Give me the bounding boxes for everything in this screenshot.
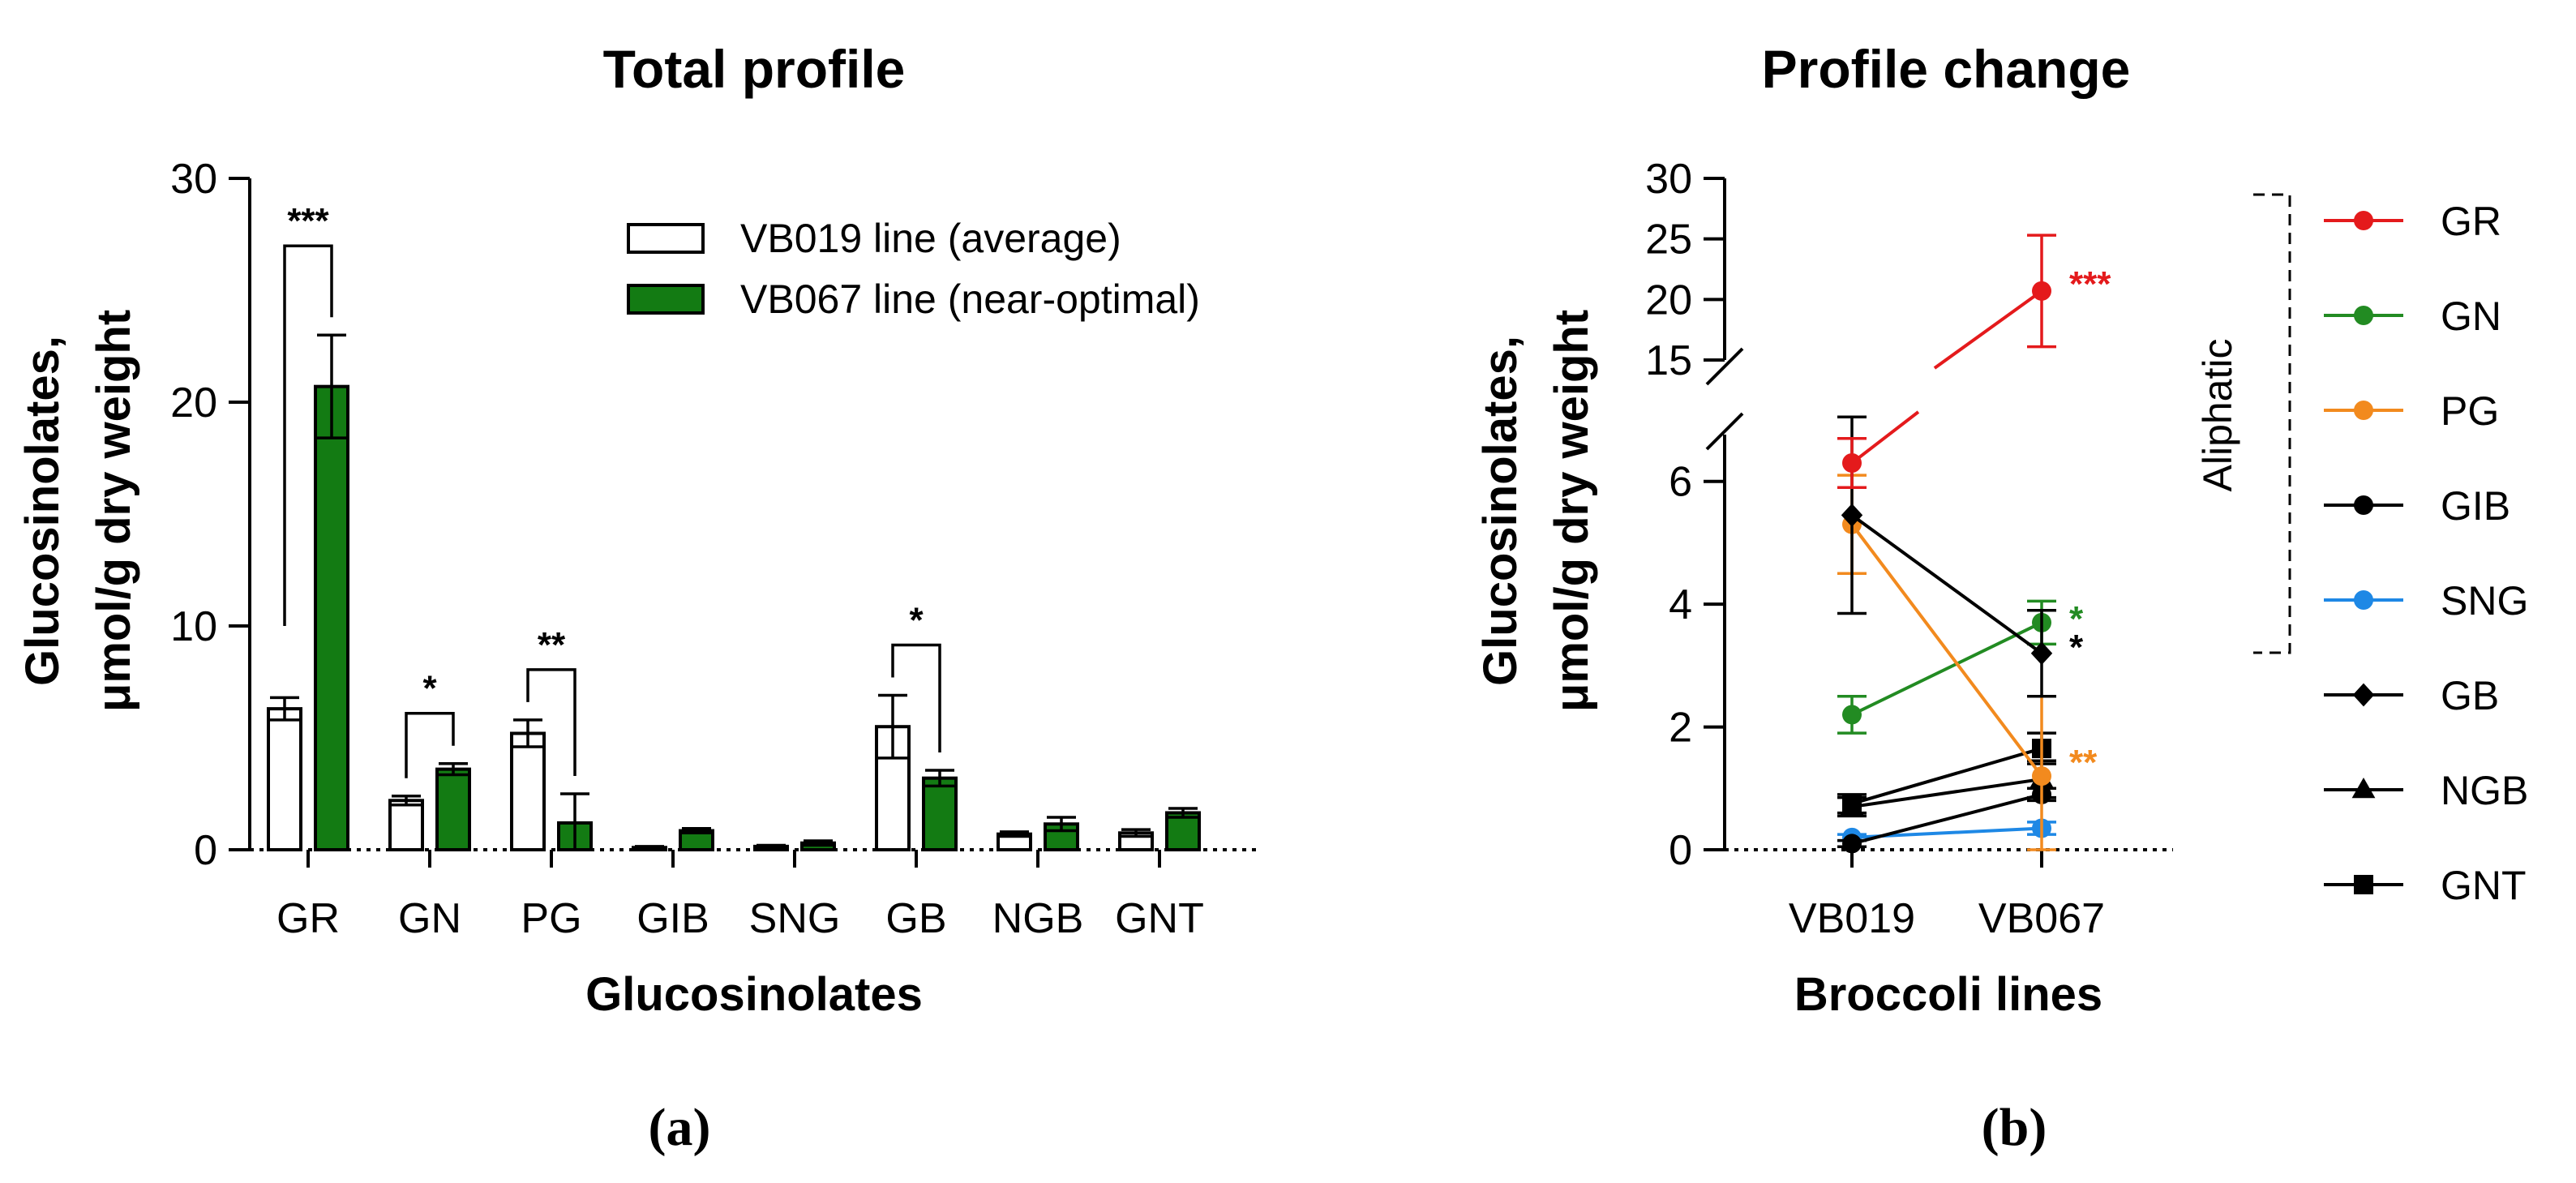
legend-label-gib: GIB	[2441, 483, 2510, 529]
point-gr-vb067	[2032, 281, 2051, 301]
significance-label-gr: ***	[2069, 264, 2111, 304]
legend-label-gn: GN	[2441, 294, 2501, 339]
line-gr-lower	[1850, 410, 1920, 465]
panel-b-ytick-label: 15	[1645, 337, 1692, 384]
significance-label-gr: ***	[287, 201, 329, 241]
panel-a-ytick-label: 0	[194, 827, 217, 874]
panel-a-ylabel-line1: Glucosinolates,	[16, 336, 69, 686]
legend-label-gnt: GNT	[2441, 863, 2527, 908]
significance-label-gn: *	[422, 669, 437, 709]
significance-label-pg: **	[538, 625, 566, 665]
significance-bracket-gb	[891, 643, 941, 753]
line-gib	[1851, 792, 2042, 846]
legend-label-vb067: VB067 line (near-optimal)	[740, 276, 1200, 322]
panel-a-xtick-label-gb: GB	[885, 895, 946, 942]
bar-vb067-gb	[922, 776, 958, 851]
point-gib-vb019	[1842, 834, 1862, 854]
panel-b-legend: GR GN PG GIB SNG GB NGB GNT	[2324, 199, 2528, 908]
point-gr-vb019	[1842, 453, 1862, 473]
line-gr-upper	[1933, 289, 2043, 370]
line-gnt	[1851, 747, 2042, 806]
point-gnt-vb019	[1842, 794, 1862, 814]
panel-a-label: (a)	[649, 1098, 711, 1157]
panel-b-ylabel-line2: μmol/g dry weight	[1545, 310, 1598, 712]
legend-label-gr: GR	[2441, 199, 2501, 244]
panel-b-ytick-label: 6	[1669, 459, 1692, 506]
panel-b-ytick-label: 0	[1669, 827, 1692, 874]
panel-b-ytick-label: 20	[1645, 276, 1692, 324]
aliphatic-label: Aliphatic	[2195, 339, 2240, 492]
panel-b-ytick-label: 30	[1645, 156, 1692, 203]
legend-marker-gnt	[2354, 875, 2373, 894]
line-pg	[1850, 523, 2043, 778]
panel-a-ytick-label: 30	[170, 156, 217, 203]
panel-a-ytick-label: 10	[170, 603, 217, 650]
point-gn-vb019	[1842, 705, 1862, 725]
legend-marker-sng	[2354, 590, 2373, 610]
bar-vb019-pg	[510, 731, 546, 851]
legend-marker-gb	[2352, 683, 2375, 707]
bar-vb019-gn	[388, 799, 424, 852]
panel-a-title: Total profile	[603, 39, 906, 99]
bar-vb019-gr	[267, 707, 302, 851]
panel-b-ytick-label: 25	[1645, 216, 1692, 264]
bar-vb067-gn	[435, 767, 471, 852]
bar-vb067-gr	[314, 384, 349, 851]
panel-a-xtick-label-sng: SNG	[749, 895, 841, 942]
point-gb-vb067	[2030, 641, 2053, 666]
panel-b-axis-break-upper	[1705, 347, 1744, 386]
legend-swatch-vb019	[627, 223, 705, 254]
legend-label-pg: PG	[2441, 388, 2499, 434]
line-ngb	[1851, 777, 2042, 808]
legend-label-gb: GB	[2441, 673, 2499, 718]
legend-label-sng: SNG	[2441, 578, 2528, 624]
panel-b-xtick-label-vb019: VB019	[1789, 895, 1915, 942]
panel-a-xtick-label-gnt: GNT	[1115, 895, 1204, 942]
legend-marker-pg	[2354, 401, 2373, 420]
legend-marker-gn	[2354, 306, 2373, 325]
panel-b-ylabel-line1: Glucosinolates,	[1474, 336, 1527, 686]
panel-a-xtick-label-gr: GR	[276, 895, 340, 942]
significance-bracket-gn	[405, 711, 455, 778]
legend-marker-gr	[2354, 211, 2373, 230]
panel-a-xtick-label-ngb: NGB	[992, 895, 1084, 942]
significance-bracket-pg	[526, 668, 576, 776]
point-pg-vb067	[2032, 766, 2051, 787]
legend-swatch-vb067	[627, 284, 705, 315]
panel-a-xtick-label-gn: GN	[398, 895, 461, 942]
panel-b-title: Profile change	[1762, 39, 2131, 99]
point-gb-vb019	[1841, 503, 1863, 527]
panel-b-xtick-label-vb067: VB067	[1978, 895, 2105, 942]
panel-b-ytick-label: 2	[1669, 705, 1692, 752]
significance-bracket-gr	[283, 244, 333, 626]
panel-b-ytick-label: 4	[1669, 581, 1692, 628]
line-gn	[1851, 621, 2042, 717]
bar-vb067-gnt	[1165, 811, 1201, 852]
panel-b-label: (b)	[1982, 1098, 2047, 1157]
legend-label-ngb: NGB	[2441, 768, 2528, 813]
panel-a-xlabel: Glucosinolates	[585, 968, 923, 1021]
legend-label-vb019: VB019 line (average)	[740, 216, 1121, 261]
significance-label-gb: *	[909, 601, 924, 641]
significance-label-pg: **	[2069, 743, 2098, 782]
significance-label-gn: *	[2069, 599, 2084, 639]
aliphatic-bracket	[2253, 193, 2291, 654]
legend-marker-gib	[2354, 495, 2373, 515]
line-gb	[1850, 513, 2043, 655]
panel-a-ylabel-line2: μmol/g dry weight	[88, 310, 140, 712]
panel-b-xlabel: Broccoli lines	[1794, 968, 2102, 1021]
significance-label-gb: *	[2069, 628, 2084, 667]
panel-a-ytick-label: 20	[170, 379, 217, 426]
panel-a-xtick-label-gib: GIB	[636, 895, 709, 942]
panel-b-axis-break-lower	[1705, 412, 1744, 451]
panel-a-xtick-label-pg: PG	[521, 895, 581, 942]
legend-marker-ngb	[2351, 778, 2376, 799]
